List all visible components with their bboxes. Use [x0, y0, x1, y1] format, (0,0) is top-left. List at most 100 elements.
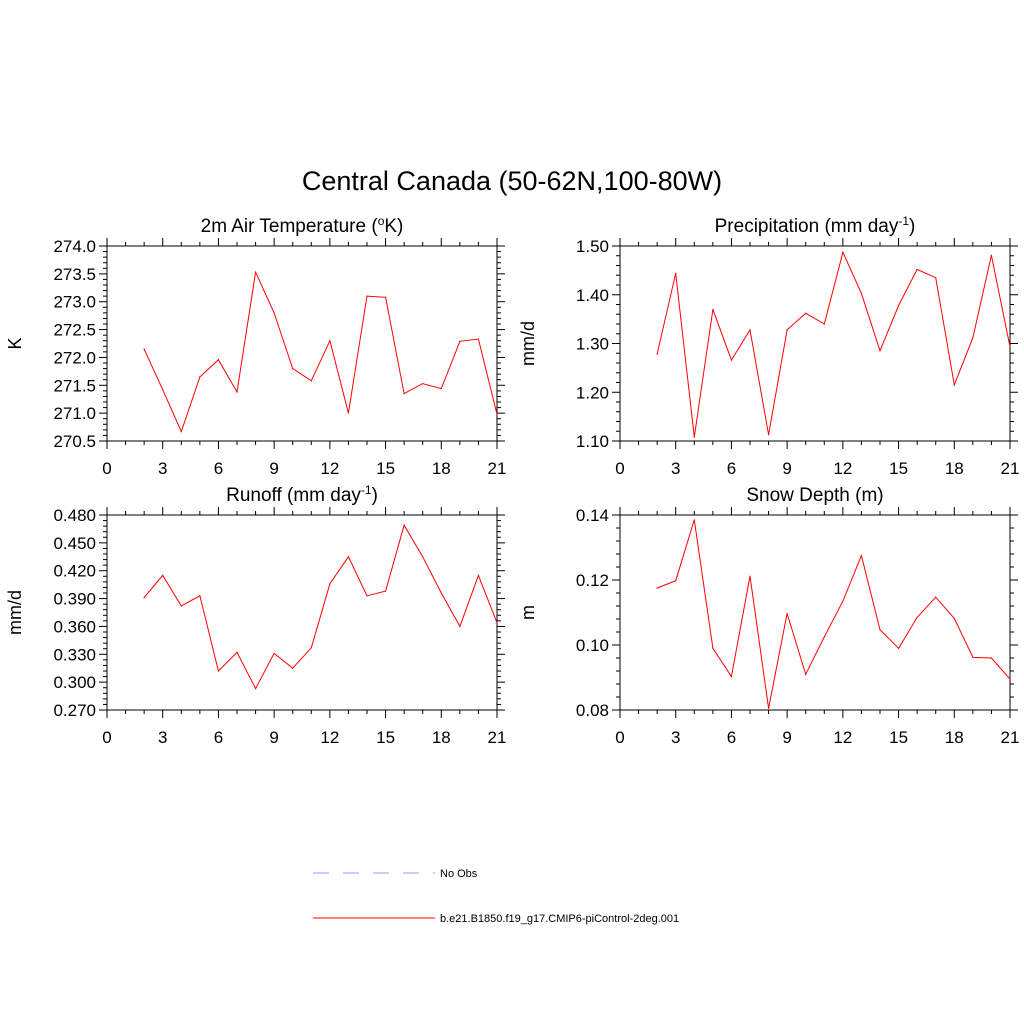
x-tick-label: 15	[889, 728, 908, 747]
data-point	[805, 312, 807, 314]
data-point	[496, 413, 498, 415]
data-point	[273, 312, 275, 314]
y-tick-label: 0.420	[53, 562, 96, 581]
y-tick-label: 271.0	[53, 404, 96, 423]
data-point	[1009, 678, 1011, 680]
y-tick-label: 0.450	[53, 534, 96, 553]
data-point	[767, 434, 770, 436]
data-point	[199, 595, 201, 597]
x-tick-label: 18	[945, 459, 964, 478]
data-point	[842, 251, 844, 253]
panel-title-post: K)	[384, 216, 403, 237]
data-point	[477, 338, 480, 340]
data-point	[972, 656, 974, 658]
plot-frame	[619, 514, 1011, 711]
x-tick-label: 9	[782, 459, 791, 478]
data-point	[162, 574, 164, 576]
data-point	[384, 296, 387, 298]
y-axis-label: mm/d	[5, 590, 25, 635]
plot-frame	[106, 245, 498, 442]
y-tick-label: 0.12	[576, 571, 609, 590]
data-point	[477, 574, 480, 576]
data-point	[916, 616, 918, 618]
data-point	[767, 707, 770, 709]
x-tick-label: 15	[889, 459, 908, 478]
data-point	[860, 555, 863, 557]
data-point	[422, 556, 424, 558]
data-point	[842, 600, 844, 602]
data-point	[366, 295, 368, 297]
data-point	[329, 340, 331, 342]
panel-title-post: )	[909, 216, 915, 237]
y-tick-label: 1.10	[576, 432, 609, 451]
data-point	[693, 436, 695, 438]
chart-panel-4: Snow Depth (m) 0 3 6 9 12 15 18 21 0.08 0.10 0.12 0.…	[518, 485, 1019, 747]
x-tick-label: 0	[615, 459, 624, 478]
data-point	[897, 647, 900, 649]
x-tick-label: 18	[432, 728, 451, 747]
y-tick-label: 0.390	[53, 590, 96, 609]
data-point	[786, 612, 788, 615]
panel-title: Runoff (mm day-1)	[226, 483, 378, 506]
x-tick-label: 9	[269, 728, 278, 747]
data-point	[879, 350, 881, 352]
panel-title: Snow Depth (m)	[746, 485, 883, 506]
data-point	[953, 617, 955, 619]
data-point	[292, 367, 294, 370]
legend: No Obs b.e21.B1850.f19_g17.CMIP6-piContr…	[313, 868, 679, 925]
y-tick-label: 0.480	[53, 506, 96, 525]
data-point	[879, 629, 881, 631]
series-line	[143, 523, 498, 690]
x-tick-label: 0	[102, 728, 111, 747]
data-point	[693, 519, 695, 521]
y-tick-label: 0.08	[576, 701, 609, 720]
data-point	[440, 592, 442, 594]
series-line	[656, 250, 1011, 438]
x-tick-label: 12	[833, 728, 852, 747]
chart-panel-1: 2m Air Temperature (oK) 0 3 6 9 12 15 18 21 270.5…	[5, 214, 506, 478]
y-axis-label: mm/d	[518, 321, 538, 366]
panels: 2m Air Temperature (oK)0 3 6 9 12 15 18 21270.5…	[5, 214, 1019, 747]
data-point	[217, 670, 220, 672]
data-point	[805, 673, 807, 675]
x-tick-label: 15	[376, 459, 395, 478]
y-tick-label: 274.0	[53, 237, 96, 256]
data-point	[1009, 346, 1011, 348]
y-tick-label: 273.0	[53, 293, 96, 312]
data-point	[749, 329, 751, 331]
x-tick-label: 9	[782, 728, 791, 747]
data-point	[236, 391, 238, 393]
data-point	[180, 605, 182, 607]
data-point	[403, 524, 405, 526]
data-point	[347, 556, 350, 558]
x-tick-label: 3	[158, 728, 167, 747]
y-tick-label: 1.20	[576, 383, 609, 402]
data-point	[459, 340, 461, 342]
panel-title: Precipitation (mm day-1)	[715, 214, 916, 237]
data-point	[749, 575, 751, 577]
panel-title: 2m Air Temperature (oK)	[201, 214, 404, 237]
data-point	[730, 675, 733, 678]
data-point	[329, 583, 331, 585]
panel-title-sup: -1	[361, 483, 372, 497]
chart-panel-3: Runoff (mm day-1) 0 3 6 9 12 15 18 21 0.270 0.300 0…	[5, 483, 506, 747]
data-point	[403, 393, 405, 395]
x-tick-label: 21	[1001, 459, 1020, 478]
plot-frame	[106, 514, 498, 711]
x-tick-label: 12	[320, 728, 339, 747]
y-tick-label: 270.5	[53, 432, 96, 451]
panel-title-text: 2m Air Temperature (	[201, 216, 379, 237]
panel-title-text: Precipitation (mm day	[715, 216, 899, 237]
data-point	[217, 359, 220, 361]
y-tick-label: 272.0	[53, 348, 96, 367]
series-line	[656, 519, 1011, 709]
x-tick-label: 18	[432, 459, 451, 478]
data-point	[254, 688, 257, 690]
x-tick-label: 21	[488, 459, 507, 478]
data-point	[496, 622, 498, 624]
x-tick-label: 3	[671, 459, 680, 478]
data-point	[143, 348, 145, 350]
data-point	[310, 380, 312, 382]
series-line	[143, 270, 498, 433]
